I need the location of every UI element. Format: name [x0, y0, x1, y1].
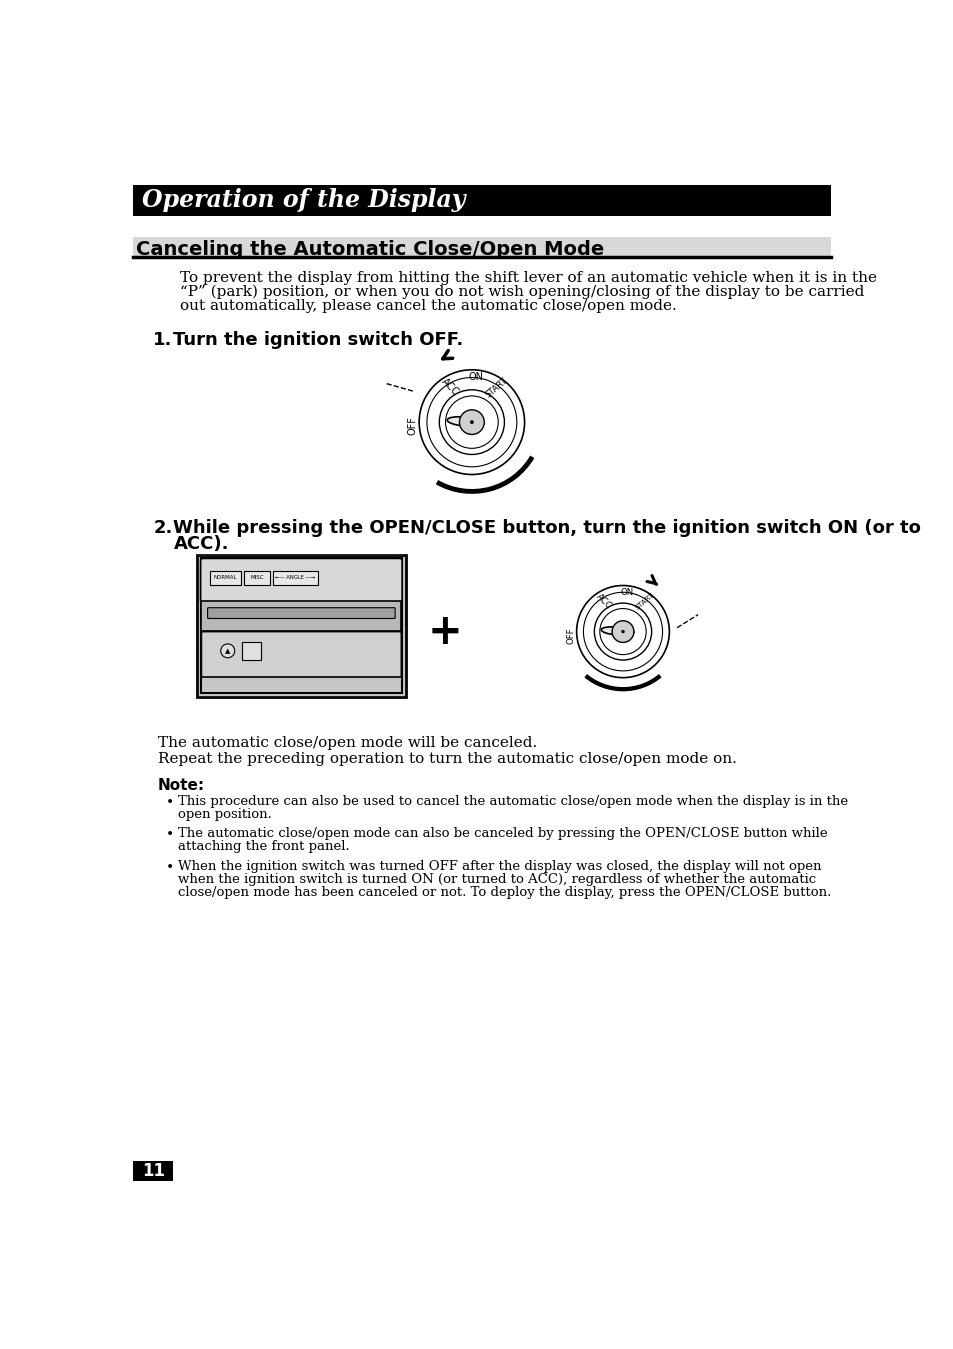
- Text: START: START: [483, 376, 509, 399]
- Text: OFF: OFF: [407, 417, 417, 436]
- FancyBboxPatch shape: [196, 554, 406, 697]
- Text: Canceling the Automatic Close/Open Mode: Canceling the Automatic Close/Open Mode: [136, 240, 604, 259]
- Ellipse shape: [600, 627, 633, 635]
- FancyBboxPatch shape: [208, 607, 395, 618]
- Text: out automatically, please cancel the automatic close/open mode.: out automatically, please cancel the aut…: [179, 299, 676, 313]
- Text: “P” (park) position, or when you do not wish opening/closing of the display to b: “P” (park) position, or when you do not …: [179, 285, 863, 299]
- FancyBboxPatch shape: [201, 600, 401, 631]
- Text: 1.: 1.: [153, 332, 172, 349]
- Text: +: +: [427, 611, 461, 653]
- Text: NORMAL: NORMAL: [213, 575, 237, 580]
- Text: 11: 11: [142, 1163, 165, 1180]
- FancyBboxPatch shape: [210, 571, 241, 584]
- Text: This procedure can also be used to cancel the automatic close/open mode when the: This procedure can also be used to cance…: [178, 795, 847, 808]
- FancyBboxPatch shape: [244, 571, 270, 584]
- Text: Note:: Note:: [158, 778, 205, 793]
- FancyBboxPatch shape: [274, 571, 317, 584]
- Text: Repeat the preceding operation to turn the automatic close/open mode on.: Repeat the preceding operation to turn t…: [158, 753, 736, 766]
- Text: The automatic close/open mode can also be canceled by pressing the OPEN/CLOSE bu: The automatic close/open mode can also b…: [178, 827, 827, 840]
- Text: open position.: open position.: [178, 808, 272, 822]
- Ellipse shape: [447, 417, 484, 426]
- Text: The automatic close/open mode will be canceled.: The automatic close/open mode will be ca…: [158, 735, 537, 750]
- Circle shape: [220, 643, 234, 658]
- Text: Operation of the Display: Operation of the Display: [142, 189, 465, 212]
- Text: ACC: ACC: [594, 592, 613, 611]
- FancyBboxPatch shape: [242, 642, 261, 660]
- Text: While pressing the OPEN/CLOSE button, turn the ignition switch ON (or to: While pressing the OPEN/CLOSE button, tu…: [173, 519, 921, 537]
- Text: To prevent the display from hitting the shift lever of an automatic vehicle when: To prevent the display from hitting the …: [179, 271, 876, 285]
- Text: when the ignition switch is turned ON (or turned to ACC), regardless of whether : when the ignition switch is turned ON (o…: [178, 873, 816, 885]
- Text: •: •: [166, 859, 173, 874]
- Text: OFF: OFF: [565, 627, 575, 643]
- Circle shape: [459, 410, 484, 434]
- Text: START: START: [634, 592, 655, 611]
- Text: 2.: 2.: [153, 519, 172, 537]
- Text: ▲: ▲: [225, 648, 231, 654]
- Text: •: •: [166, 827, 173, 842]
- Text: •: •: [166, 795, 173, 809]
- Circle shape: [620, 630, 624, 633]
- Text: Turn the ignition switch OFF.: Turn the ignition switch OFF.: [173, 332, 463, 349]
- Text: ←— ANGLE —→: ←— ANGLE —→: [274, 575, 314, 580]
- FancyBboxPatch shape: [200, 558, 402, 603]
- Text: MISC: MISC: [251, 575, 264, 580]
- FancyBboxPatch shape: [133, 1161, 173, 1182]
- Text: When the ignition switch was turned OFF after the display was closed, the displa: When the ignition switch was turned OFF …: [178, 859, 821, 873]
- Text: ON: ON: [619, 588, 633, 596]
- Text: ON: ON: [468, 372, 483, 382]
- FancyBboxPatch shape: [133, 185, 830, 216]
- FancyBboxPatch shape: [133, 236, 830, 258]
- Text: ACC).: ACC).: [173, 534, 229, 553]
- Text: ACC: ACC: [439, 376, 460, 397]
- FancyBboxPatch shape: [201, 631, 401, 677]
- Text: attaching the front panel.: attaching the front panel.: [178, 840, 350, 854]
- Circle shape: [470, 421, 474, 424]
- Circle shape: [612, 621, 633, 642]
- Text: close/open mode has been canceled or not. To deploy the display, press the OPEN/: close/open mode has been canceled or not…: [178, 886, 831, 898]
